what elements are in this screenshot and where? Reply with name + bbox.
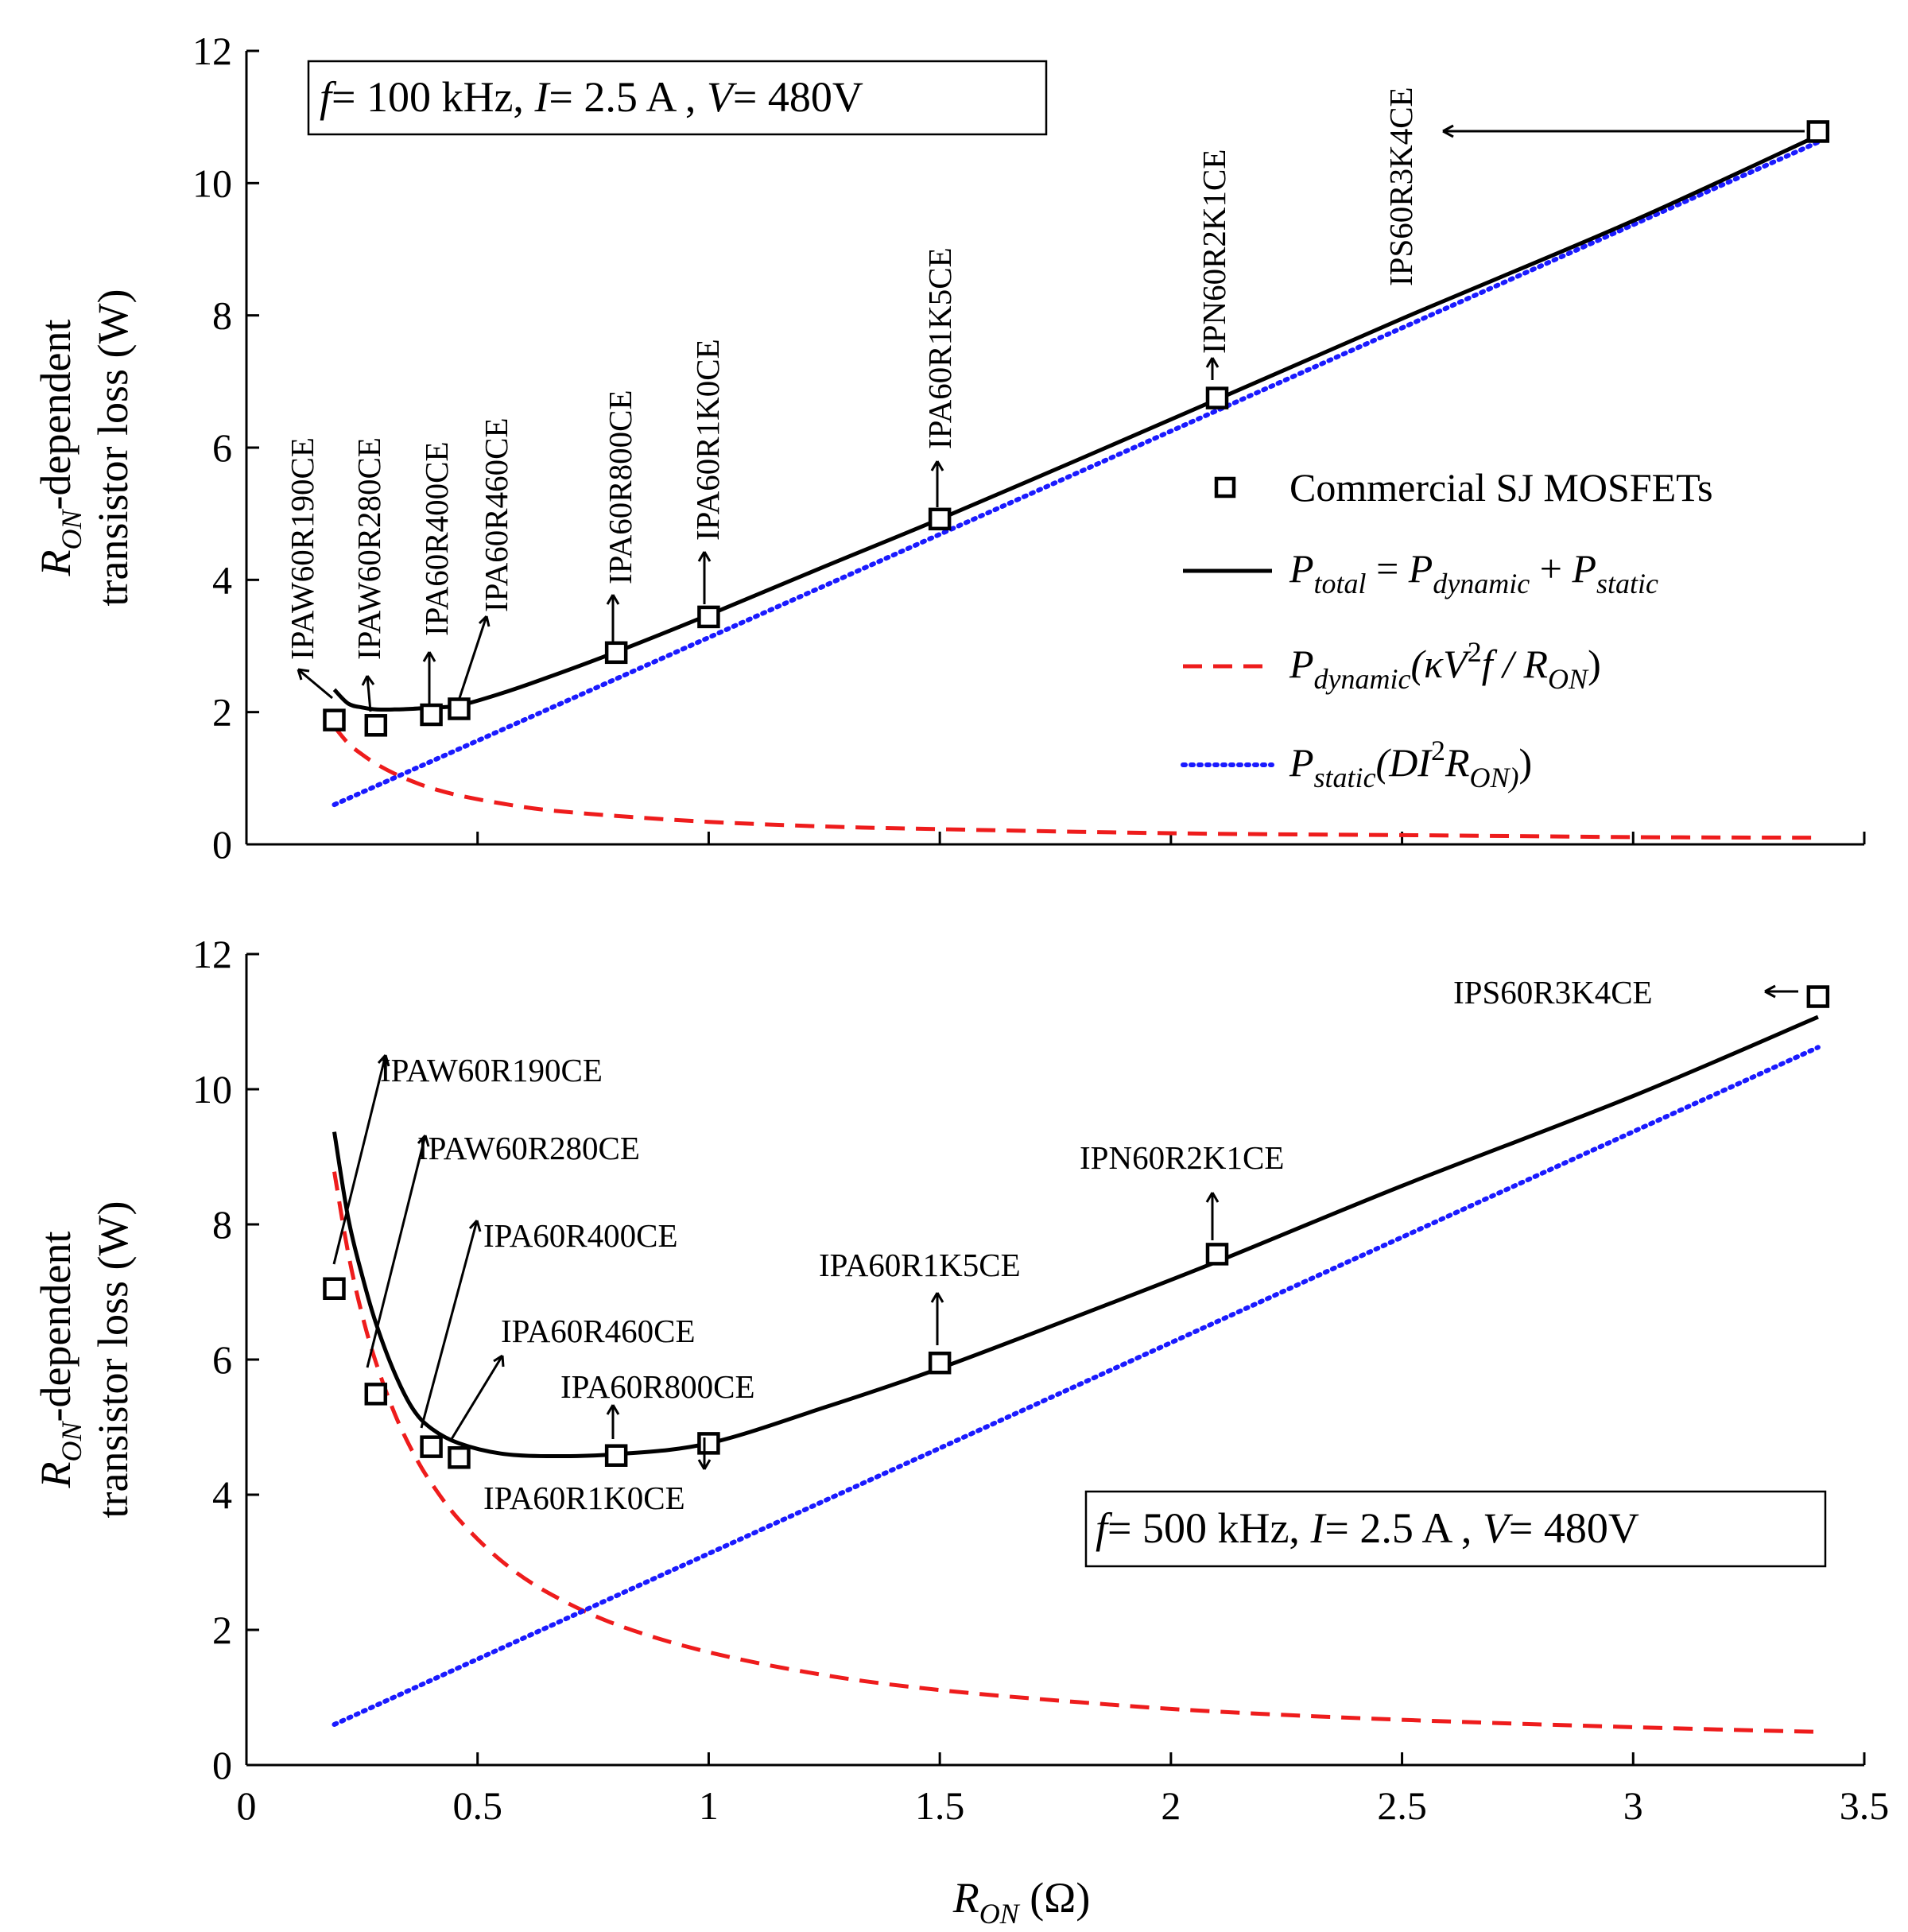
bottom-label-ipa60r1k5ce: IPA60R1K5CE: [819, 1247, 1021, 1283]
top-ytick-label: 4: [212, 557, 232, 602]
bottom-annotation-arrows: [332, 984, 1798, 1470]
top-marker-ipa60r1k0ce: [697, 605, 720, 629]
bottom-x-axis-title: RON (Ω): [952, 1874, 1091, 1930]
bottom-xtick-label: 2: [1161, 1783, 1181, 1828]
top-marker-ips60r3k4ce: [1806, 120, 1830, 143]
top-annotation-arrows: [297, 124, 1805, 712]
bottom-ytick-label: 6: [212, 1337, 232, 1382]
top-marker-ipa60r1k5ce: [928, 507, 952, 531]
top-y-axis-title-line2: transistor loss (W): [89, 289, 137, 607]
bottom-condition-text: f= 500 kHz, I= 2.5 A , V= 480V: [1096, 1504, 1639, 1552]
top-marker-ipaw60r280ce: [364, 714, 388, 737]
top-tick-labels: 0 2 4 6 8 10 12: [192, 29, 232, 867]
top-ytick-label: 6: [212, 425, 232, 470]
bottom-y-axis-title-line2: transistor loss (W): [89, 1201, 137, 1519]
top-label-ipn60r2k1ce: IPN60R2K1CE: [1196, 149, 1232, 354]
top-series-p-static: [332, 139, 1821, 808]
bottom-marker-ipaw60r280ce: [364, 1383, 388, 1406]
bottom-label-ipn60r2k1ce: IPN60R2K1CE: [1080, 1139, 1284, 1176]
bottom-ytick-label: 0: [212, 1743, 232, 1787]
bottom-xtick-label: 1: [699, 1783, 719, 1828]
bottom-y-axis-title-line1: RON-dependent: [32, 1232, 87, 1489]
legend-static-label: Pstatic(DI2RON)): [1289, 735, 1532, 793]
bottom-xtick-label: 2.5: [1377, 1783, 1427, 1828]
bottom-marker-ipn60r2k1ce: [1205, 1243, 1229, 1266]
top-label-ipaw60r280ce: IPAW60R280CE: [351, 437, 387, 660]
legend-total-label: Ptotal = Pdynamic + Pstatic: [1289, 546, 1658, 599]
bottom-xtick-label: 0: [237, 1783, 257, 1828]
bottom-label-ipa60r460ce: IPA60R460CE: [501, 1313, 696, 1349]
bottom-ytick-label: 10: [192, 1067, 232, 1111]
legend-marker-label: Commercial SJ MOSFETs: [1289, 465, 1713, 510]
top-marker-ipa60r800ce: [604, 641, 628, 665]
bottom-tick-labels: 0 2 4 6 8 10 12 0 0.5 1 1.5 2 2.5 3 3.5: [192, 932, 1889, 1828]
bottom-label-ipa60r800ce: IPA60R800CE: [560, 1368, 755, 1405]
bottom-condition-box: [1084, 1490, 1827, 1568]
bottom-ytick-label: 8: [212, 1202, 232, 1247]
top-ytick-label: 8: [212, 293, 232, 338]
bottom-xtick-label: 0.5: [452, 1783, 502, 1828]
bottom-series-p-static: [332, 1045, 1821, 1727]
top-marker-ipa60r400ce: [420, 703, 443, 727]
top-label-ipaw60r190ce: IPAW60R190CE: [284, 437, 320, 660]
bottom-marker-ipa60r800ce: [604, 1444, 628, 1467]
legend-dynamic-label: Pdynamic(κV2f / RON): [1289, 636, 1601, 695]
top-y-axis-title-line1: RON-dependent: [32, 320, 87, 577]
legend-marker-symbol: [1214, 476, 1236, 499]
bottom-label-ipa60r400ce: IPA60R400CE: [483, 1217, 678, 1254]
bottom-label-ipaw60r280ce: IPAW60R280CE: [417, 1130, 640, 1166]
top-ytick-label: 12: [192, 29, 232, 73]
top-label-ips60r3k4ce: IPS60R3K4CE: [1383, 87, 1419, 286]
top-marker-ipa60r460ce: [448, 697, 471, 720]
bottom-marker-ips60r3k4ce: [1806, 985, 1830, 1008]
top-ytick-label: 2: [212, 690, 232, 735]
top-markers: [323, 120, 1830, 737]
bottom-label-ips60r3k4ce: IPS60R3K4CE: [1453, 974, 1653, 1011]
bottom-label-ipaw60r190ce: IPAW60R190CE: [380, 1052, 603, 1088]
bottom-marker-ipa60r460ce: [448, 1446, 471, 1469]
bottom-marker-ipa60r400ce: [420, 1435, 443, 1458]
top-marker-ipn60r2k1ce: [1205, 386, 1229, 409]
bottom-xtick-label: 3.5: [1840, 1783, 1890, 1828]
top-label-ipa60r400ce: IPA60R400CE: [418, 441, 455, 636]
bottom-series-p-dynamic: [332, 1171, 1818, 1734]
top-ytick-label: 10: [192, 161, 232, 205]
top-ytick-label: 0: [212, 822, 232, 867]
top-panel: 0 2 4 6 8 10 12 RON-dependent transistor loss …: [32, 29, 1866, 867]
top-condition-box: [307, 60, 1048, 136]
top-series-p-dynamic: [332, 725, 1818, 840]
top-series-p-total: [332, 134, 1819, 712]
bottom-xtick-label: 1.5: [915, 1783, 965, 1828]
bottom-marker-ipa60r1k5ce: [928, 1352, 952, 1375]
top-condition-text: f= 100 kHz, I= 2.5 A , V= 480V: [320, 73, 863, 121]
top-marker-ipaw60r190ce: [323, 708, 346, 731]
bottom-marker-ipa60r1k0ce: [697, 1432, 720, 1455]
top-legend: Commercial SJ MOSFETs Ptotal = Pdynamic …: [1181, 465, 1713, 793]
top-label-ipa60r1k5ce: IPA60R1K5CE: [921, 247, 958, 449]
bottom-ytick-label: 2: [212, 1608, 232, 1652]
bottom-ytick-label: 12: [192, 932, 232, 976]
bottom-xtick-label: 3: [1623, 1783, 1643, 1828]
top-label-ipa60r800ce: IPA60R800CE: [602, 390, 638, 584]
bottom-markers: [323, 985, 1830, 1469]
top-label-ipa60r460ce: IPA60R460CE: [478, 417, 514, 612]
bottom-label-ipa60r1k0ce: IPA60R1K0CE: [483, 1480, 685, 1516]
bottom-ticks: [245, 952, 1866, 1767]
top-label-ipa60r1k0ce: IPA60R1K0CE: [689, 339, 726, 541]
bottom-ytick-label: 4: [212, 1472, 232, 1517]
bottom-marker-ipaw60r190ce: [323, 1277, 346, 1300]
